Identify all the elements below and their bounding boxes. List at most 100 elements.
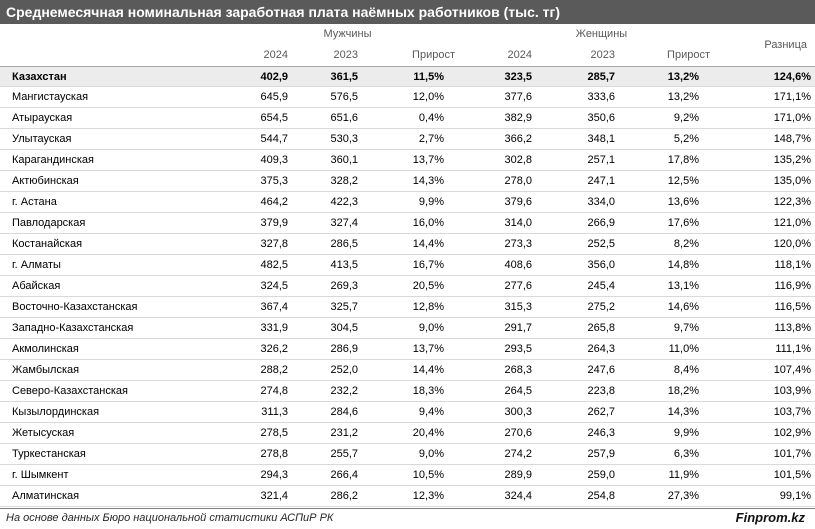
men-growth-cell: 14,4% bbox=[412, 364, 444, 376]
women-2024-cell: 291,7 bbox=[504, 322, 532, 334]
region-name-cell: Кызылординская bbox=[12, 406, 100, 418]
women-growth-cell: 17,6% bbox=[667, 217, 699, 229]
men-2023-cell: 286,5 bbox=[330, 238, 358, 250]
women-2024-cell: 293,5 bbox=[504, 343, 532, 355]
men-growth-cell: 2,7% bbox=[418, 133, 444, 145]
men-2023-cell: 361,5 bbox=[330, 71, 358, 83]
women-2023-cell: 245,4 bbox=[587, 280, 615, 292]
women-2023-cell: 265,8 bbox=[587, 322, 615, 334]
men-2024-cell: 278,5 bbox=[260, 427, 288, 439]
table-row: Северо-Казахстанская 274,8 232,2 18,3% 264,5… bbox=[0, 381, 815, 402]
table-row: Жетысуская 278,5 231,2 20,4% 270,6 246,3 9,9% 1… bbox=[0, 423, 815, 444]
region-name-cell: Казахстан bbox=[12, 71, 67, 83]
women-growth-cell: 13,1% bbox=[667, 280, 699, 292]
region-name-cell: Улытауская bbox=[12, 133, 72, 145]
difference-cell: 120,0% bbox=[773, 238, 811, 250]
men-growth-cell: 13,7% bbox=[412, 154, 444, 166]
women-2024-cell: 377,6 bbox=[504, 91, 532, 103]
women-2024-cell: 324,4 bbox=[504, 490, 532, 502]
men-2023-cell: 286,2 bbox=[330, 490, 358, 502]
women-2024-cell: 273,3 bbox=[504, 238, 532, 250]
women-growth-cell: 9,7% bbox=[673, 322, 699, 334]
women-2024-cell: 274,2 bbox=[504, 448, 532, 460]
source-note: На основе данных Бюро национальной стати… bbox=[6, 512, 334, 524]
men-growth-cell: 20,4% bbox=[412, 427, 444, 439]
region-name-cell: Туркестанская bbox=[12, 448, 86, 460]
data-table: Казахстан 402,9 361,5 11,5% 323,5 285,7 13,2% 1… bbox=[0, 66, 815, 507]
women-2024-cell: 300,3 bbox=[504, 406, 532, 418]
women-2023-cell: 350,6 bbox=[587, 112, 615, 124]
difference-cell: 116,9% bbox=[774, 280, 812, 292]
men-growth-cell: 14,3% bbox=[412, 175, 444, 187]
men-2024-cell: 294,3 bbox=[260, 469, 288, 481]
women-growth-cell: 18,2% bbox=[667, 385, 699, 397]
region-name-cell: Костанайская bbox=[12, 238, 83, 250]
difference-cell: 101,5% bbox=[773, 469, 811, 481]
difference-cell: 121,0% bbox=[773, 217, 811, 229]
men-2024-cell: 367,4 bbox=[260, 301, 288, 313]
men-growth-cell: 13,7% bbox=[412, 343, 444, 355]
region-name-cell: Атырауская bbox=[12, 112, 73, 124]
difference-cell: 148,7% bbox=[773, 133, 811, 145]
difference-cell: 102,9% bbox=[773, 427, 811, 439]
men-2023-cell: 266,4 bbox=[330, 469, 358, 481]
men-2023-cell: 304,5 bbox=[330, 322, 358, 334]
men-2023-cell: 231,2 bbox=[330, 427, 358, 439]
table-row: г. Шымкент 294,3 266,4 10,5% 289,9 259,0 11,9%… bbox=[0, 465, 815, 486]
women-2024-cell: 323,5 bbox=[504, 71, 532, 83]
difference-cell: 171,0% bbox=[773, 112, 811, 124]
footer-divider bbox=[0, 508, 815, 509]
men-growth-cell: 20,5% bbox=[412, 280, 444, 292]
men-growth-header: Прирост bbox=[412, 49, 455, 61]
women-2023-cell: 334,0 bbox=[587, 196, 615, 208]
men-2023-cell: 255,7 bbox=[330, 448, 358, 460]
women-growth-cell: 12,5% bbox=[667, 175, 699, 187]
men-2023-cell: 413,5 bbox=[330, 259, 358, 271]
region-name-cell: Жамбылская bbox=[12, 364, 80, 376]
women-2023-cell: 254,8 bbox=[587, 490, 615, 502]
difference-cell: 118,1% bbox=[774, 259, 812, 271]
women-2024-cell: 289,9 bbox=[504, 469, 532, 481]
men-group-header: Мужчины bbox=[323, 28, 372, 40]
men-2023-cell: 327,4 bbox=[330, 217, 358, 229]
region-name-cell: Мангистауская bbox=[12, 91, 89, 103]
men-growth-cell: 12,0% bbox=[412, 91, 444, 103]
men-2023-cell: 252,0 bbox=[330, 364, 358, 376]
men-2024-cell: 409,3 bbox=[260, 154, 288, 166]
men-2024-cell: 321,4 bbox=[260, 490, 288, 502]
men-growth-cell: 9,9% bbox=[418, 196, 444, 208]
women-growth-cell: 8,2% bbox=[673, 238, 699, 250]
women-growth-cell: 13,6% bbox=[667, 196, 699, 208]
table-row: Карагандинская 409,3 360,1 13,7% 302,8 257,1 1… bbox=[0, 150, 815, 171]
men-2023-cell: 325,7 bbox=[330, 301, 358, 313]
men-2023-cell: 284,6 bbox=[330, 406, 358, 418]
region-name-cell: Восточно-Казахстанская bbox=[12, 301, 138, 313]
table-row: Акмолинская 326,2 286,9 13,7% 293,5 264,3 11,0… bbox=[0, 339, 815, 360]
men-growth-cell: 0,4% bbox=[418, 112, 444, 124]
women-2024-cell: 302,8 bbox=[504, 154, 532, 166]
men-2024-cell: 311,3 bbox=[261, 406, 288, 418]
women-2024-cell: 408,6 bbox=[504, 259, 532, 271]
table-row: Улытауская 544,7 530,3 2,7% 366,2 348,1 5,2% 14… bbox=[0, 129, 815, 150]
men-2024-cell: 324,5 bbox=[260, 280, 288, 292]
difference-cell: 122,3% bbox=[773, 196, 811, 208]
men-2024-cell: 645,9 bbox=[260, 91, 288, 103]
women-2024-cell: 277,6 bbox=[504, 280, 532, 292]
women-growth-header: Прирост bbox=[667, 49, 710, 61]
men-2023-cell: 328,2 bbox=[330, 175, 358, 187]
men-2023-cell: 232,2 bbox=[330, 385, 358, 397]
women-growth-cell: 9,2% bbox=[673, 112, 699, 124]
women-2024-cell: 382,9 bbox=[504, 112, 532, 124]
women-growth-cell: 13,2% bbox=[667, 91, 699, 103]
men-2024-cell: 544,7 bbox=[260, 133, 288, 145]
difference-cell: 135,0% bbox=[773, 175, 811, 187]
women-2023-cell: 247,6 bbox=[587, 364, 615, 376]
difference-cell: 124,6% bbox=[773, 71, 811, 83]
region-name-cell: Алматинская bbox=[12, 490, 80, 502]
region-name-cell: г. Астана bbox=[12, 196, 57, 208]
men-growth-cell: 11,5% bbox=[413, 71, 444, 83]
men-growth-cell: 14,4% bbox=[412, 238, 444, 250]
men-growth-cell: 12,3% bbox=[412, 490, 444, 502]
men-growth-cell: 9,4% bbox=[418, 406, 444, 418]
women-2024-cell: 270,6 bbox=[504, 427, 532, 439]
